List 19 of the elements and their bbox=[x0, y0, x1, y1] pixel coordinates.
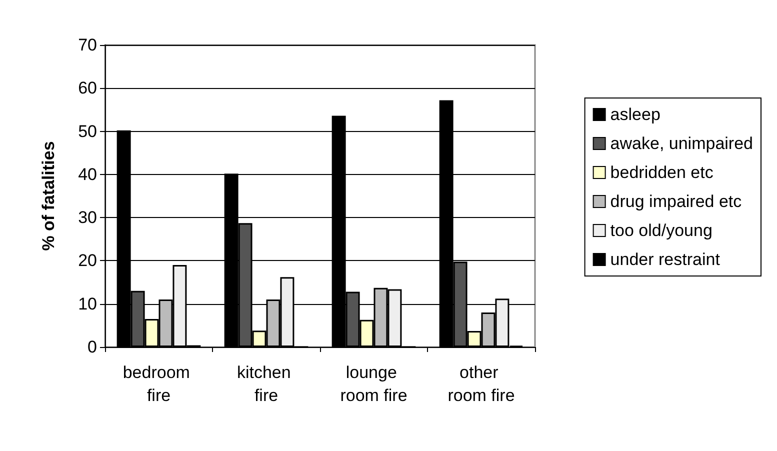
y-tick-label: 60 bbox=[78, 78, 97, 98]
y-tick-label: 40 bbox=[78, 164, 97, 184]
legend-label: asleep bbox=[610, 105, 660, 124]
y-tick-label: 30 bbox=[78, 208, 97, 228]
y-tick-label: 70 bbox=[78, 36, 97, 54]
legend-label: too old/young bbox=[610, 221, 712, 240]
y-axis-title: % of fatalities bbox=[39, 141, 58, 251]
legend-label: drug impaired etc bbox=[610, 192, 742, 211]
x-tick-label: kitchen fire bbox=[236, 363, 296, 405]
legend-label: awake, unimpaired bbox=[610, 134, 754, 153]
x-tick-label: bedroom fire bbox=[122, 363, 195, 405]
y-tick-label: 0 bbox=[88, 338, 97, 356]
x-tick-label: other room fire bbox=[448, 363, 515, 405]
legend-label: bedridden etc bbox=[610, 163, 714, 182]
y-tick-label: 50 bbox=[78, 122, 97, 141]
y-tick-label: 10 bbox=[78, 294, 97, 314]
x-tick-label: lounge room fire bbox=[340, 363, 408, 405]
legend-label: under restraint bbox=[610, 250, 720, 269]
y-tick-label: 20 bbox=[78, 251, 97, 270]
